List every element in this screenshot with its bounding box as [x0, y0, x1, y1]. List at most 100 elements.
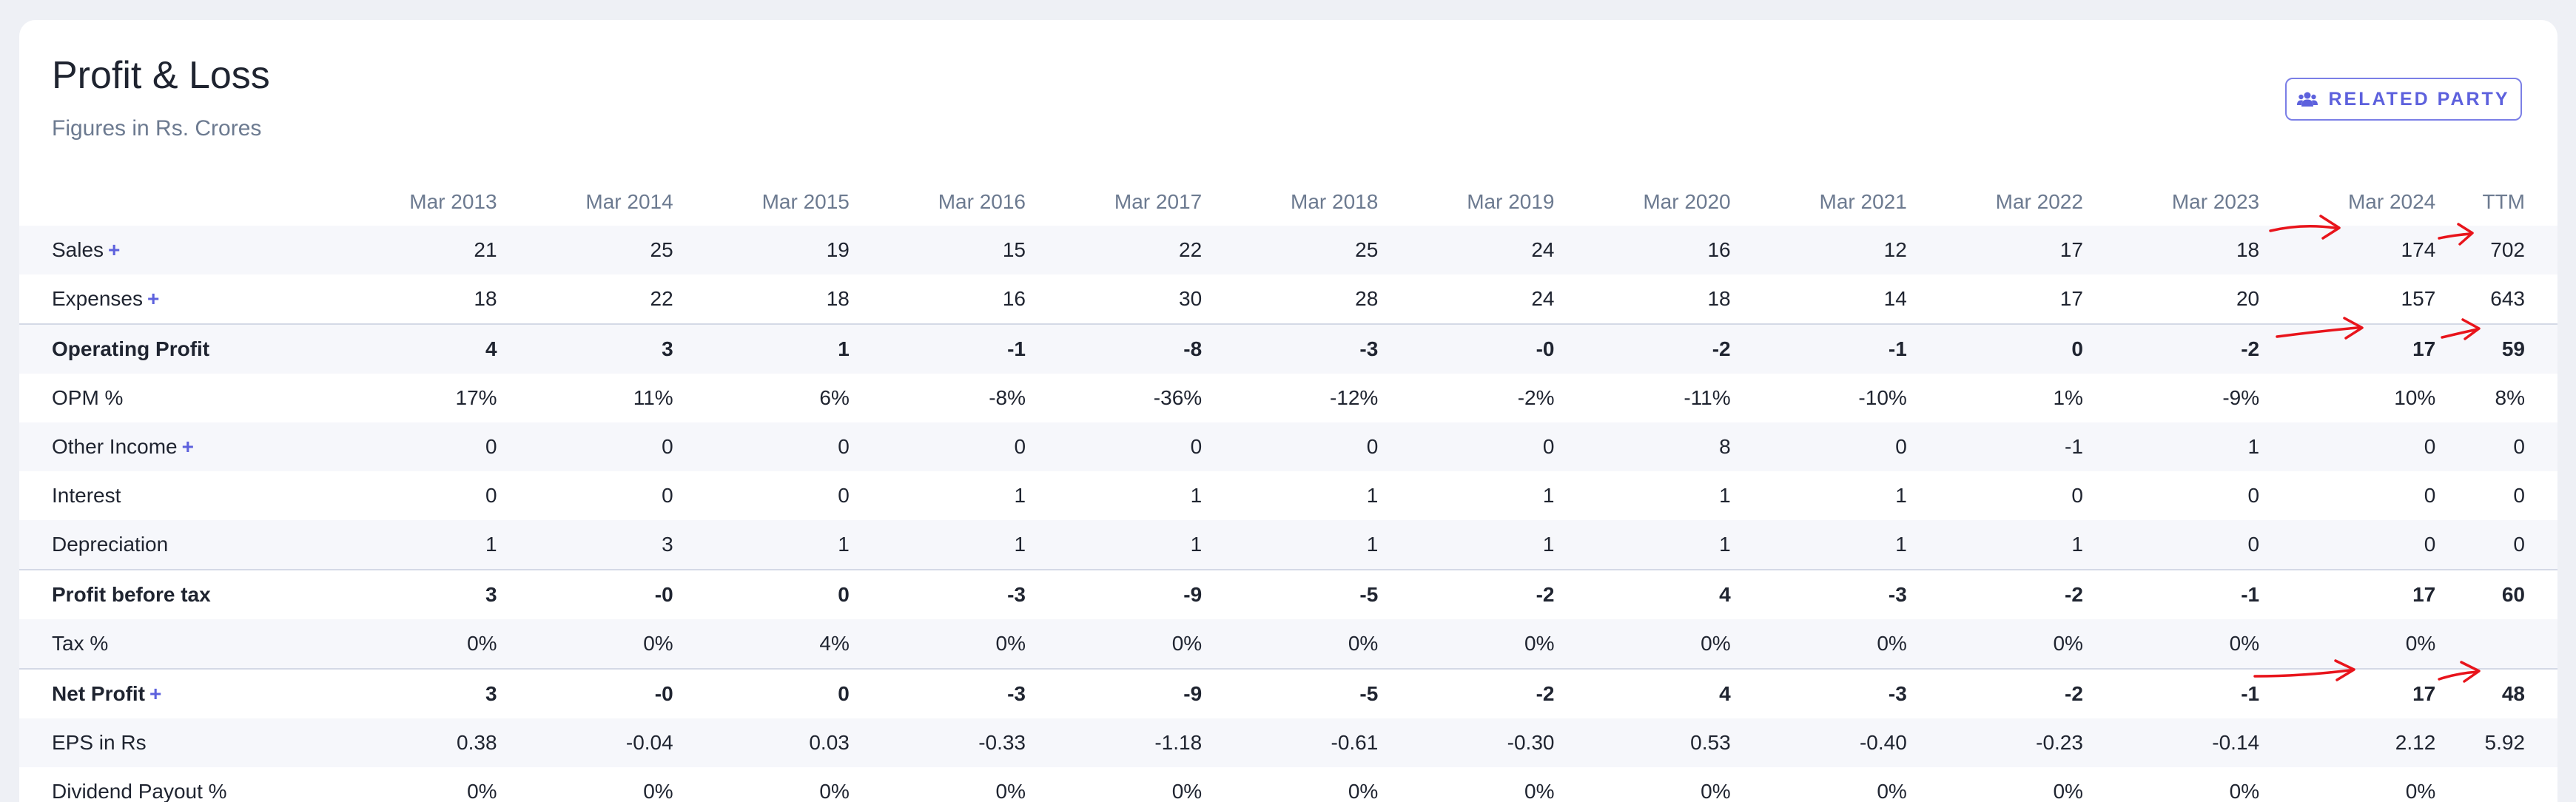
- table-cell: 0%: [2082, 619, 2260, 669]
- table-cell: 16: [1554, 226, 1731, 274]
- table-cell: 0%: [497, 619, 673, 669]
- table-row[interactable]: Net Profit +3 -0 0 -3 -9 -5 -2 4 -3 -2 -1 17 48: [19, 668, 2557, 718]
- table-row: Depreciation 1 3 1 1 1 1 1 1 1 1 0 0 0: [19, 520, 2557, 570]
- table-cell: 1: [1730, 520, 1907, 570]
- table-cell: 20: [2236, 287, 2260, 310]
- table-cell: 1: [1366, 484, 1379, 507]
- table-cell: 17: [1906, 226, 2083, 274]
- table-cell: 0: [2247, 484, 2260, 507]
- table-cell: 1: [1014, 484, 1026, 507]
- row-label-text: Dividend Payout %: [52, 780, 227, 802]
- table-cell: 28: [1355, 287, 1379, 310]
- expand-plus-icon[interactable]: +: [147, 287, 160, 310]
- table-cell: 0%: [819, 780, 850, 802]
- table-row[interactable]: Expenses +18 22 18 16 30 28 24 18 14 17 20 157 643: [19, 274, 2557, 324]
- related-party-button[interactable]: RELATED PARTY: [2285, 78, 2522, 121]
- table-cell: 1: [1542, 484, 1555, 507]
- table-cell: 6%: [819, 386, 850, 409]
- table-cell: 17: [2259, 668, 2436, 718]
- table-cell: 18: [826, 287, 850, 310]
- table-cell: 18: [1707, 287, 1731, 310]
- table-cell: 0.38: [320, 718, 497, 767]
- row-label: Profit before tax: [19, 569, 321, 619]
- table-cell: 0%: [1877, 780, 1907, 802]
- table-cell: 3: [497, 520, 673, 570]
- table-row: Interest 0 0 0 1 1 1 1 1 1 0 0 0 0: [19, 471, 2557, 520]
- table-cell: 0: [2435, 520, 2557, 570]
- table-cell: 1: [1895, 484, 1907, 507]
- table-cell: -3: [849, 569, 1026, 619]
- column-header: Mar 2016: [938, 190, 1026, 213]
- table-row[interactable]: Other Income +0 0 0 0 0 0 0 8 0 -1 1 0 0: [19, 422, 2557, 471]
- table-cell: 1: [1906, 520, 2083, 570]
- row-label[interactable]: Expenses +: [19, 274, 320, 324]
- row-label-text: EPS in Rs: [52, 731, 147, 754]
- table-cell: -2: [1378, 668, 1555, 718]
- table-cell: 0: [485, 484, 497, 507]
- table-cell: 24: [1378, 226, 1555, 274]
- table-cell: 3: [497, 323, 673, 374]
- table-cell: 0: [2513, 484, 2525, 507]
- table-cell: 0: [662, 484, 673, 507]
- column-header: TTM: [2482, 190, 2525, 213]
- table-cell: 0: [673, 569, 850, 619]
- table-cell: -36%: [1153, 386, 1203, 409]
- column-header: Mar 2022: [1995, 190, 2083, 213]
- table-cell: 0: [1906, 323, 2083, 374]
- table-cell: -0.04: [497, 718, 673, 767]
- table-cell: 15: [849, 226, 1026, 274]
- row-label[interactable]: Net Profit +: [19, 668, 321, 718]
- column-header-label: [19, 178, 320, 226]
- table-cell: 8: [1554, 422, 1731, 471]
- column-header: Mar 2018: [1291, 190, 1379, 213]
- table-row: Tax % 0% 0% 4% 0% 0% 0% 0% 0% 0% 0% 0% 0%: [19, 619, 2557, 669]
- table-cell: -2%: [1517, 386, 1555, 409]
- table-cell: 18: [474, 287, 497, 310]
- table-cell: 12: [1730, 226, 1907, 274]
- table-cell: [2435, 619, 2557, 669]
- table-cell: 1: [2082, 422, 2260, 471]
- table-cell: -2: [1378, 569, 1555, 619]
- table-cell: 17: [2259, 323, 2436, 374]
- table-cell: 17: [2059, 287, 2083, 310]
- table-cell: 0%: [2053, 780, 2083, 802]
- users-icon: [2297, 92, 2318, 107]
- column-header: Mar 2014: [585, 190, 673, 213]
- table-cell: 0%: [1554, 619, 1731, 669]
- table-cell: 0%: [1906, 619, 2083, 669]
- table-cell: 0: [2435, 422, 2557, 471]
- table-cell: 1: [1719, 484, 1731, 507]
- table-cell: 0: [1730, 422, 1907, 471]
- table-cell: 0: [673, 422, 850, 471]
- table-row[interactable]: Sales +21 25 19 15 22 25 24 16 12 17 18 174 702: [19, 226, 2557, 274]
- expand-plus-icon[interactable]: +: [108, 238, 121, 261]
- table-cell: 1: [1190, 484, 1203, 507]
- table-cell: -0: [1378, 323, 1555, 374]
- row-label-text: Sales: [52, 238, 104, 261]
- table-cell: 22: [650, 287, 673, 310]
- table-cell: 0%: [2259, 619, 2436, 669]
- row-label[interactable]: Sales +: [19, 226, 321, 274]
- table-cell: 0: [2259, 422, 2436, 471]
- table-cell: 8%: [2495, 386, 2525, 409]
- table-cell: -1: [1730, 323, 1907, 374]
- profit-loss-table: Mar 2013 Mar 2014 Mar 2015 Mar 2016 Mar 2017…: [19, 178, 2557, 802]
- table-cell: 0%: [995, 780, 1026, 802]
- table-cell: 59: [2435, 323, 2557, 374]
- table-cell: 17: [2259, 569, 2436, 619]
- table-cell: -1: [849, 323, 1026, 374]
- expand-plus-icon[interactable]: +: [149, 682, 162, 705]
- row-label[interactable]: Other Income +: [19, 422, 321, 471]
- row-label-text: Interest: [52, 484, 121, 507]
- page-subtitle: Figures in Rs. Crores: [52, 116, 262, 141]
- table-cell: -2: [1906, 569, 2083, 619]
- row-label-text: Expenses: [52, 287, 143, 310]
- table-cell: 0%: [1202, 619, 1379, 669]
- related-party-label: RELATED PARTY: [2328, 88, 2510, 109]
- table-row: Dividend Payout % 0% 0% 0% 0% 0% 0% 0% 0% 0% 0% 0% 0…: [19, 767, 2557, 802]
- table-cell: 1: [1554, 520, 1731, 570]
- expand-plus-icon[interactable]: +: [181, 435, 194, 458]
- table-cell: 0%: [1524, 780, 1555, 802]
- table-cell: 1: [320, 520, 497, 570]
- table-cell: 60: [2435, 569, 2557, 619]
